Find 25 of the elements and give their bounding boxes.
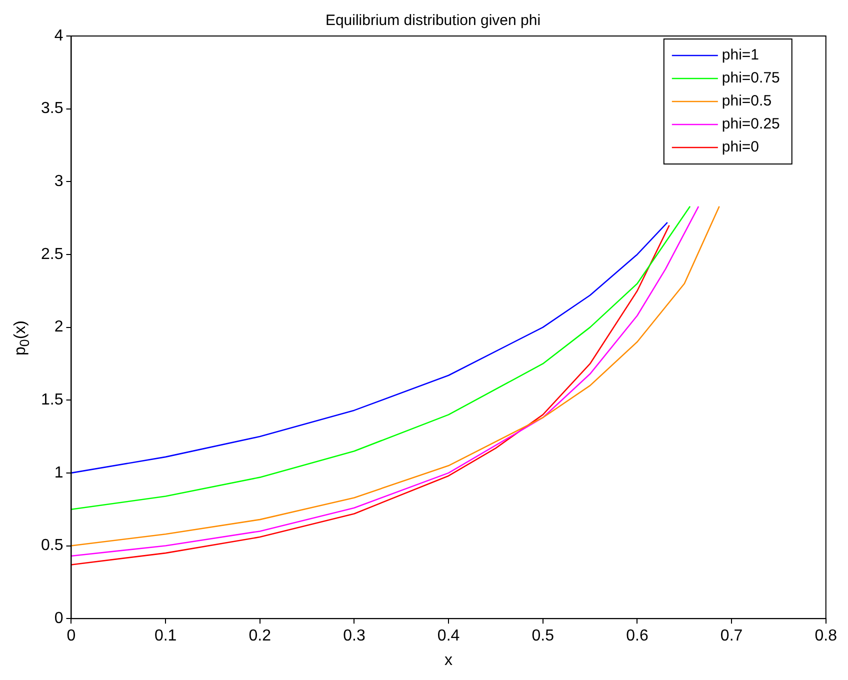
x-tick-label: 0.1: [154, 628, 177, 645]
y-tick-label: 0.5: [40, 537, 64, 554]
x-tick-label: 0: [66, 628, 76, 645]
chart-title: Equilibrium distribution given phi: [325, 12, 541, 30]
x-tick-label: 0.3: [343, 628, 366, 645]
y-tick-label: 3.5: [40, 100, 64, 118]
x-tick-label: 0.8: [814, 628, 838, 645]
x-tick-label: 0.7: [720, 628, 743, 645]
x-tick-label: 0.5: [532, 628, 554, 645]
x-tick-label: 0.4: [437, 628, 460, 645]
legend-label: phi=1: [722, 46, 760, 64]
y-tick-label: 1.5: [40, 392, 64, 409]
y-tick-label: 2.5: [40, 246, 64, 263]
y-tick-label: 3: [54, 173, 64, 190]
x-tick-label: 0.6: [626, 628, 648, 645]
legend-label: phi=0.25: [722, 116, 780, 133]
legend-label: phi=0: [722, 138, 760, 156]
x-axis-title: x: [444, 652, 453, 669]
legend-label: phi=0.5: [722, 92, 772, 110]
y-tick-label: 2: [54, 318, 64, 336]
y-tick-label: 0: [54, 610, 64, 628]
legend-label: phi=0.75: [722, 70, 780, 87]
y-tick-label: 4: [54, 27, 64, 44]
y-tick-label: 1: [54, 464, 64, 482]
x-tick-label: 0.2: [248, 628, 272, 645]
